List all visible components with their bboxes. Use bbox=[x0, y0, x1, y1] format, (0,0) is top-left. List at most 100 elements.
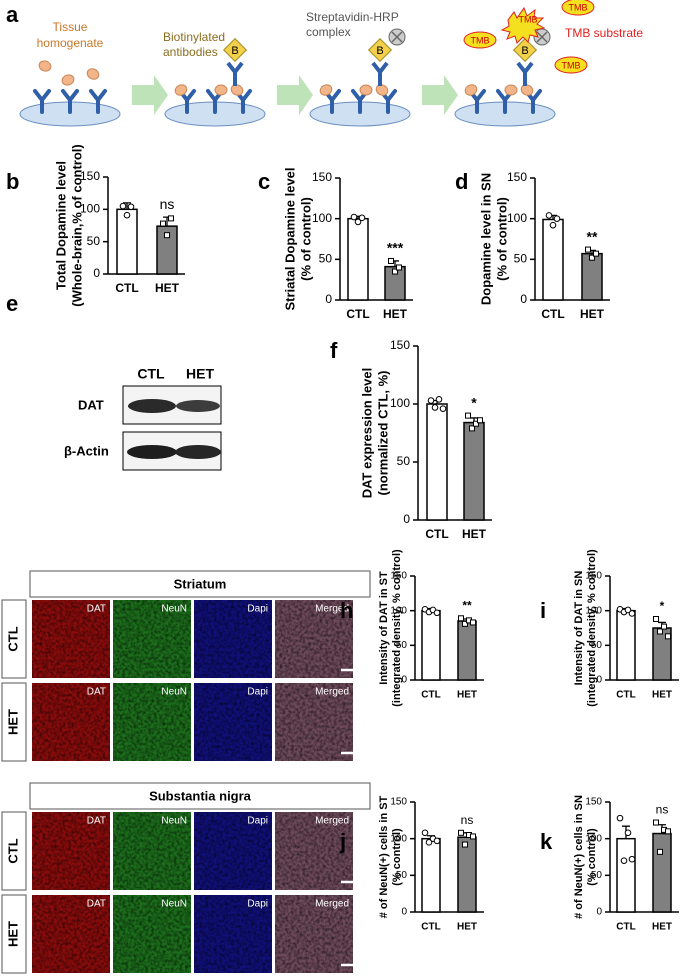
panel-letter: d bbox=[455, 169, 468, 194]
x-tick-label: HET bbox=[457, 690, 477, 701]
group-label: HET bbox=[5, 709, 20, 735]
biotin-label: B bbox=[376, 45, 383, 57]
data-point bbox=[388, 257, 394, 264]
x-tick-label: HET bbox=[652, 922, 672, 933]
antigen bbox=[319, 84, 333, 96]
x-tick-label: CTL bbox=[346, 307, 369, 321]
x-tick-label: HET bbox=[457, 922, 477, 933]
antigen bbox=[520, 84, 534, 96]
region-label: Striatum bbox=[174, 576, 227, 591]
channel-label: Merged bbox=[315, 687, 349, 698]
y-tick-label: 0 bbox=[93, 266, 100, 280]
y-tick-label: 100 bbox=[585, 605, 602, 616]
biotin-label: B bbox=[521, 45, 528, 57]
antigen bbox=[86, 68, 100, 80]
step-arrow bbox=[422, 75, 458, 115]
bar bbox=[457, 620, 477, 681]
y-tick-label: 150 bbox=[390, 338, 410, 352]
antigen bbox=[174, 84, 188, 96]
x-tick-label: HET bbox=[155, 281, 180, 295]
antibody bbox=[61, 89, 79, 114]
micrograph-texture bbox=[275, 683, 353, 761]
micrograph-texture bbox=[32, 683, 110, 761]
channel-label: Dapi bbox=[247, 816, 268, 827]
data-point bbox=[477, 417, 483, 424]
data-point bbox=[465, 412, 471, 419]
data-point bbox=[439, 405, 447, 412]
data-point bbox=[593, 250, 599, 257]
y-axis-label: Total Dopamine level bbox=[53, 161, 68, 290]
y-axis-label: DAT expression level bbox=[359, 368, 374, 499]
region-header bbox=[29, 570, 371, 598]
data-point bbox=[160, 220, 166, 227]
data-point bbox=[431, 404, 439, 411]
data-point bbox=[462, 620, 468, 627]
tmb-label: TMB bbox=[562, 60, 581, 70]
x-tick-label: HET bbox=[462, 527, 487, 541]
micrograph-texture bbox=[113, 683, 191, 761]
micrograph-texture bbox=[275, 812, 353, 890]
y-tick-label: 50 bbox=[397, 454, 411, 468]
panel-letter: h bbox=[340, 598, 353, 623]
charts: b 0 50 100 150 Total Dopamine level (Whole-bra… bbox=[6, 144, 679, 933]
error-bar bbox=[123, 202, 131, 210]
hrp-x bbox=[391, 31, 403, 43]
data-point bbox=[458, 615, 464, 622]
bar bbox=[457, 836, 477, 913]
bar bbox=[542, 218, 564, 301]
channel-label: Merged bbox=[315, 899, 349, 910]
channel-label: Dapi bbox=[247, 899, 268, 910]
x-tick-label: CTL bbox=[115, 281, 138, 295]
tmb-oval bbox=[463, 31, 497, 49]
step-arrow bbox=[277, 75, 313, 115]
elisa-diagram: B B B TMB TMB TMB TMB bbox=[19, 0, 595, 127]
y-axis-label: (% of control) bbox=[298, 197, 313, 281]
micrograph-texture bbox=[32, 812, 110, 890]
channel-label: Dapi bbox=[247, 687, 268, 698]
data-point bbox=[462, 841, 468, 848]
y-axis-label: # of NeuN(+) cells in SN bbox=[573, 795, 585, 919]
step-label: homogenate bbox=[37, 36, 104, 50]
step-label: antibodies bbox=[163, 45, 218, 59]
panel-letter: k bbox=[540, 829, 553, 854]
blot-band bbox=[175, 445, 221, 459]
significance: ns bbox=[461, 813, 474, 827]
y-tick-label: 0 bbox=[596, 907, 602, 918]
data-point bbox=[358, 214, 366, 222]
data-point bbox=[123, 211, 131, 219]
data-point bbox=[421, 829, 429, 837]
blot-band bbox=[176, 400, 220, 412]
imaging-grid: Striatum CTL DAT NeuN Dapi Merged HET DAT NeuN Da… bbox=[1, 570, 371, 974]
channel-label: NeuN bbox=[161, 816, 187, 827]
bar bbox=[463, 421, 485, 521]
blot bbox=[122, 385, 222, 471]
y-axis-label: # of NeuN(+) cells in ST bbox=[378, 795, 390, 918]
region-header bbox=[29, 782, 371, 810]
y-tick-label: 0 bbox=[325, 292, 332, 306]
y-tick-label: 50 bbox=[514, 252, 528, 266]
channel-label: Merged bbox=[315, 816, 349, 827]
data-point bbox=[392, 268, 398, 275]
data-point bbox=[665, 633, 671, 640]
antigen bbox=[214, 84, 228, 96]
data-point bbox=[624, 606, 632, 614]
data-point bbox=[470, 619, 476, 626]
data-point bbox=[661, 623, 667, 630]
y-tick-label: 0 bbox=[403, 512, 410, 526]
blot-band bbox=[128, 399, 176, 413]
group-box bbox=[1, 599, 27, 679]
significance: ** bbox=[587, 228, 598, 244]
bar bbox=[426, 403, 448, 521]
y-tick-label: 0 bbox=[401, 675, 407, 686]
y-tick-label: 150 bbox=[312, 170, 332, 184]
y-axis-label: (% control) bbox=[586, 828, 598, 886]
x-tick-label: CTL bbox=[541, 307, 564, 321]
bar bbox=[652, 832, 672, 913]
step-label: Biotinylated bbox=[163, 30, 225, 44]
data-point bbox=[589, 254, 595, 261]
x-tick-label: HET bbox=[383, 307, 408, 321]
group-label: CTL bbox=[5, 626, 20, 651]
y-axis-label: Striatal Dopamine level bbox=[282, 167, 297, 310]
step-label: Tissue bbox=[53, 20, 88, 34]
